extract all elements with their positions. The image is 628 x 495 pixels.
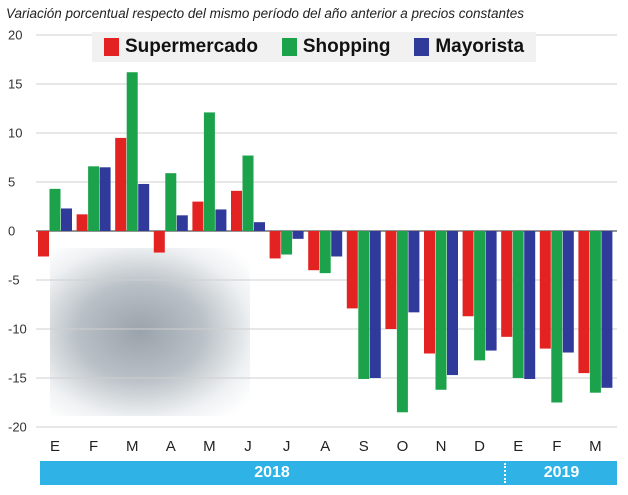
x-tick-label: J [244, 438, 252, 455]
bar-supermercado-7 [308, 231, 320, 271]
x-tick-label: J [283, 438, 291, 455]
bar-mayorista-11 [485, 231, 497, 351]
x-tick-label: N [436, 438, 447, 455]
bar-supermercado-14 [578, 231, 590, 374]
year-band: 2018 2019 [40, 461, 617, 485]
bar-supermercado-5 [231, 190, 242, 231]
y-tick-label: 5 [8, 175, 15, 190]
x-tick-label: M [203, 438, 216, 455]
bar-supermercado-0 [38, 231, 49, 257]
bar-supermercado-6 [269, 231, 281, 259]
bar-shopping-11 [474, 231, 486, 361]
y-tick-label: 15 [8, 77, 22, 92]
bar-shopping-7 [319, 231, 331, 274]
x-tick-label: F [89, 438, 98, 455]
bar-shopping-9 [396, 231, 408, 413]
y-tick-label: -15 [8, 371, 27, 386]
bar-mayorista-0 [61, 208, 72, 231]
bars [38, 72, 613, 413]
legend-swatch-mayorista [414, 38, 430, 56]
supermarket-checkout-photo [50, 248, 250, 416]
bar-mayorista-1 [99, 167, 111, 231]
y-tick-label: 0 [8, 224, 15, 239]
bar-shopping-6 [281, 231, 293, 255]
bar-shopping-14 [589, 231, 601, 393]
bar-supermercado-4 [192, 201, 204, 231]
bar-supermercado-8 [346, 231, 358, 309]
bar-supermercado-2 [115, 137, 127, 231]
bar-shopping-2 [126, 72, 138, 232]
bar-shopping-3 [165, 173, 177, 231]
bar-supermercado-9 [385, 231, 397, 329]
x-tick-label: M [589, 438, 602, 455]
year-separator [504, 463, 506, 483]
legend-label-supermercado: Supermercado [124, 36, 258, 57]
bar-shopping-1 [88, 166, 100, 231]
legend-item-supermercado: Supermercado [103, 36, 258, 58]
bar-shopping-8 [358, 231, 370, 379]
bar-supermercado-1 [76, 214, 88, 231]
x-tick-label: O [397, 438, 409, 455]
x-tick-label: F [552, 438, 561, 455]
x-tick-label: D [474, 438, 485, 455]
bar-supermercado-13 [539, 231, 551, 349]
legend-label-mayorista: Mayorista [435, 36, 525, 57]
x-tick-label: A [166, 438, 176, 455]
x-tick-label: E [513, 438, 523, 455]
y-tick-label: 20 [8, 28, 22, 43]
x-tick-label: E [50, 438, 60, 455]
bar-shopping-12 [512, 231, 524, 378]
bar-supermercado-12 [501, 231, 513, 337]
bar-mayorista-8 [369, 231, 381, 378]
year-label-2018: 2018 [254, 464, 290, 481]
x-tick-label: S [359, 438, 369, 455]
bar-mayorista-5 [254, 222, 265, 231]
legend-swatch-supermercado [103, 38, 119, 56]
bar-mayorista-4 [215, 209, 227, 231]
bar-mayorista-3 [176, 215, 188, 231]
bar-mayorista-6 [292, 231, 304, 239]
bar-shopping-0 [49, 188, 61, 231]
bar-mayorista-12 [524, 231, 536, 379]
legend-item-shopping: Shopping [281, 36, 391, 58]
bar-shopping-10 [435, 231, 447, 390]
y-tick-label: 10 [8, 126, 22, 141]
bar-supermercado-11 [462, 231, 474, 317]
legend-item-mayorista: Mayorista [414, 36, 524, 58]
bar-supermercado-3 [153, 231, 165, 253]
y-tick-label: -10 [8, 322, 27, 337]
bar-mayorista-10 [447, 231, 458, 376]
y-tick-label: -5 [8, 273, 20, 288]
y-axis-ticks: 20 15 10 5 0 -5 -10 -15 -20 [8, 28, 27, 435]
chart-title: Variación porcentual respecto del mismo … [6, 6, 525, 21]
legend-swatch-shopping [281, 38, 297, 56]
legend-label-shopping: Shopping [302, 36, 391, 57]
bar-shopping-5 [242, 155, 254, 231]
bar-shopping-13 [551, 231, 563, 403]
bar-mayorista-14 [601, 231, 613, 388]
bar-shopping-4 [203, 112, 215, 231]
legend: Supermercado Shopping Mayorista [92, 32, 536, 62]
bar-mayorista-13 [562, 231, 574, 353]
y-tick-label: -20 [8, 420, 27, 435]
x-tick-label: M [126, 438, 139, 455]
x-tick-label: A [320, 438, 330, 455]
year-label-2019: 2019 [543, 464, 580, 481]
bar-supermercado-10 [424, 231, 435, 354]
bar-mayorista-7 [331, 231, 343, 257]
bar-mayorista-2 [138, 183, 150, 231]
bar-mayorista-9 [408, 231, 420, 313]
